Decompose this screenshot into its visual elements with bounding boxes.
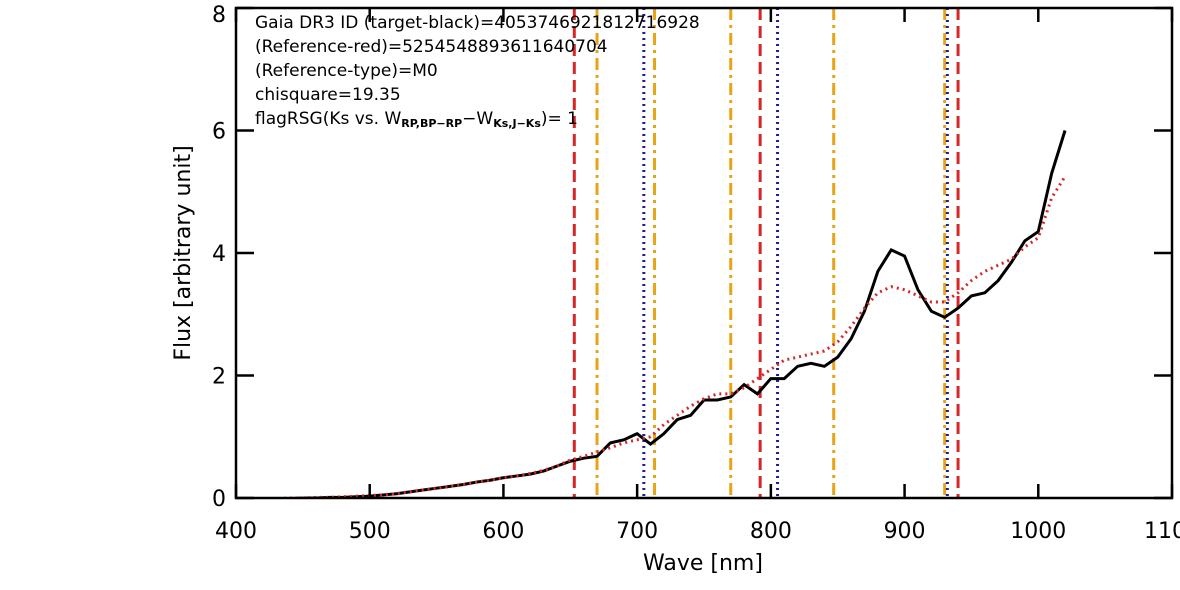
x-tick-label: 700: [616, 519, 658, 544]
x-axis-label: Wave [nm]: [643, 551, 763, 576]
annotation: Gaia DR3 ID (target-black)=4053746921812…: [255, 13, 700, 33]
x-tick-label: 1000: [1010, 519, 1066, 544]
x-tick-label: 600: [482, 519, 524, 544]
y-tick-label: 2: [212, 365, 226, 390]
annotation: (Reference-red)=5254548893611640704: [255, 37, 608, 57]
x-tick-label: 900: [884, 519, 926, 544]
series-line: [243, 130, 1067, 498]
plot-frame: [234, 6, 1174, 500]
x-tick-label: 500: [349, 519, 391, 544]
y-tick-label: 4: [212, 242, 226, 267]
subscript: RP,BP−RP: [401, 117, 462, 130]
x-tick-label: 400: [215, 519, 257, 544]
y-tick-label: 8: [212, 3, 226, 28]
annotation: chisquare=19.35: [255, 85, 401, 105]
x-tick-label: 800: [750, 519, 792, 544]
annotation-part: )= 1: [541, 109, 578, 129]
series-line: [236, 175, 1067, 498]
annotation: flagRSG(Ks vs. WRP,BP−RP−WKs,J−Ks)= 1: [255, 109, 578, 130]
annotation-part: −W: [462, 109, 493, 129]
annotation-part: flagRSG(Ks vs. W: [255, 109, 401, 129]
y-axis-label: Flux [arbitrary unit]: [171, 145, 196, 360]
y-tick-label: 0: [212, 487, 226, 512]
annotation: (Reference-type)=M0: [255, 61, 438, 81]
y-tick-label: 6: [212, 120, 226, 145]
subscript: Ks,J−Ks: [493, 117, 541, 130]
